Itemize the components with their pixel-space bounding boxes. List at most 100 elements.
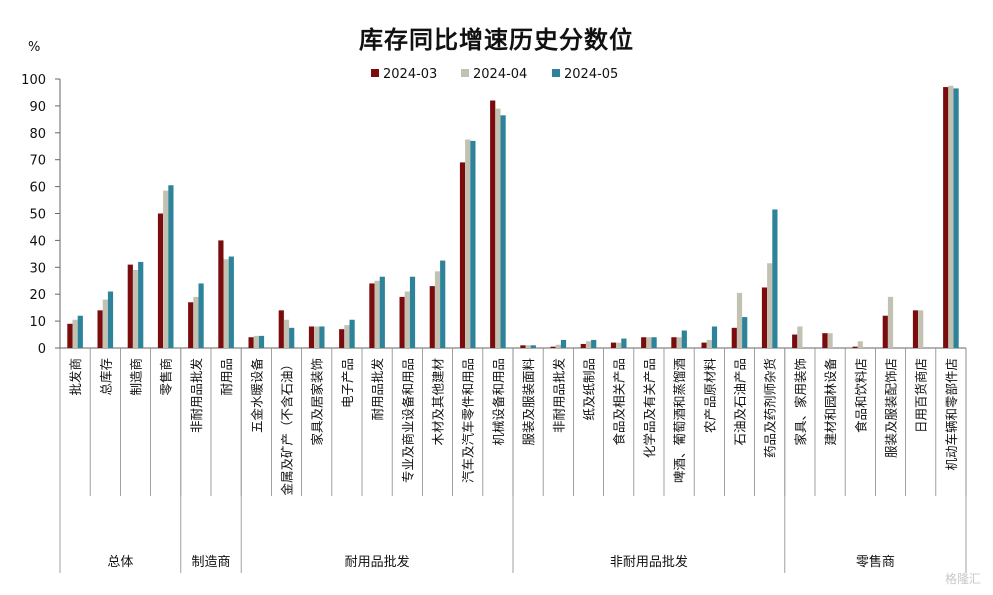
bar bbox=[767, 263, 773, 348]
category-label: 机械设备和用品 bbox=[491, 358, 506, 446]
bar bbox=[138, 261, 144, 348]
bar bbox=[283, 319, 290, 348]
bar bbox=[495, 108, 501, 348]
bar bbox=[742, 317, 748, 348]
bar bbox=[591, 339, 597, 348]
y-tick-label: 30 bbox=[29, 261, 46, 276]
category-label: 服装及服装面料 bbox=[521, 358, 536, 446]
bar bbox=[560, 339, 567, 348]
category-label: 机动车辆和零部件店 bbox=[944, 358, 959, 471]
category-label: 耐用品批发 bbox=[370, 358, 385, 421]
y-tick-label: 10 bbox=[29, 315, 46, 330]
category-label: 非耐用品批发 bbox=[189, 358, 204, 434]
bar bbox=[369, 283, 375, 348]
category-label: 纸及纸制品 bbox=[582, 358, 597, 421]
group-label: 制造商 bbox=[191, 555, 230, 570]
watermark-logo: 格隆汇 bbox=[944, 572, 981, 586]
category-label: 总库存 bbox=[98, 358, 113, 396]
category-label: 食品和饮料店 bbox=[853, 358, 868, 433]
y-tick-label: 80 bbox=[29, 127, 46, 142]
bar bbox=[857, 341, 863, 348]
bar bbox=[550, 346, 556, 348]
bar bbox=[822, 333, 828, 348]
bar bbox=[102, 299, 108, 348]
bar bbox=[525, 345, 531, 348]
bar bbox=[520, 345, 526, 348]
bar bbox=[585, 341, 592, 348]
bar bbox=[887, 296, 894, 348]
bar bbox=[379, 276, 385, 348]
y-axis-unit: % bbox=[28, 40, 41, 55]
bar bbox=[434, 271, 441, 348]
bar bbox=[429, 286, 435, 348]
bar bbox=[616, 342, 622, 348]
bar bbox=[127, 264, 133, 348]
group-label: 非耐用品批发 bbox=[610, 554, 688, 570]
bar bbox=[163, 190, 169, 348]
legend-swatch bbox=[552, 69, 560, 77]
chart-title: 库存同比增速历史分数位 bbox=[359, 26, 634, 54]
category-label: 非耐用品批发 bbox=[551, 358, 566, 434]
bar bbox=[168, 185, 174, 348]
category-label: 零售商 bbox=[159, 358, 174, 396]
bar bbox=[459, 162, 466, 348]
y-tick-label: 0 bbox=[38, 342, 46, 357]
bar bbox=[344, 325, 350, 348]
y-tick-label: 40 bbox=[29, 234, 46, 249]
group-label: 耐用品批发 bbox=[345, 554, 410, 570]
legend-swatch bbox=[371, 69, 379, 77]
bar bbox=[953, 88, 959, 349]
bar bbox=[198, 283, 204, 348]
bar bbox=[736, 292, 743, 348]
category-label: 木材及其他建材 bbox=[431, 358, 446, 446]
bar bbox=[580, 343, 586, 348]
bar bbox=[792, 334, 798, 348]
bar bbox=[278, 310, 284, 348]
bar bbox=[852, 346, 858, 348]
bar bbox=[731, 327, 737, 348]
bar bbox=[228, 256, 234, 348]
bar bbox=[258, 335, 265, 348]
category-label: 耐用品 bbox=[219, 358, 234, 396]
bar bbox=[711, 326, 718, 348]
bar bbox=[610, 342, 617, 348]
category-label: 家具及居家装饰 bbox=[310, 358, 325, 446]
bar bbox=[319, 326, 325, 348]
bar bbox=[918, 310, 924, 348]
bar bbox=[772, 209, 778, 348]
bar bbox=[67, 323, 73, 348]
bar bbox=[555, 344, 561, 348]
bar bbox=[409, 276, 416, 348]
y-tick-label: 20 bbox=[29, 288, 46, 303]
bar bbox=[948, 85, 954, 348]
category-label: 建材和园林设备 bbox=[823, 358, 838, 446]
bar bbox=[339, 329, 345, 348]
bar bbox=[132, 269, 139, 348]
bar bbox=[440, 260, 446, 348]
bar bbox=[72, 319, 78, 348]
legend-label: 2024-05 bbox=[564, 67, 618, 82]
group-label: 零售商 bbox=[856, 554, 895, 570]
category-label: 电子产品 bbox=[340, 358, 355, 408]
bar bbox=[500, 115, 506, 348]
y-tick-label: 90 bbox=[29, 100, 46, 115]
bar bbox=[827, 333, 833, 348]
bar bbox=[107, 291, 114, 348]
category-label: 家具、家用装饰 bbox=[793, 358, 808, 446]
bar bbox=[651, 337, 657, 348]
bar bbox=[761, 287, 768, 348]
bar bbox=[77, 315, 83, 348]
y-tick-label: 70 bbox=[29, 154, 46, 169]
bar bbox=[706, 339, 712, 348]
bar bbox=[681, 330, 687, 348]
category-label: 金属及矿产（不含石油） bbox=[280, 358, 295, 496]
bar bbox=[157, 213, 164, 348]
bar bbox=[646, 337, 652, 348]
category-label: 专业及商业设备和用品 bbox=[400, 358, 415, 483]
category-label: 石油及石油产品 bbox=[733, 358, 748, 446]
y-tick-label: 60 bbox=[29, 181, 46, 196]
category-label: 批发商 bbox=[68, 358, 83, 396]
bar bbox=[797, 326, 803, 348]
bar bbox=[470, 140, 476, 348]
